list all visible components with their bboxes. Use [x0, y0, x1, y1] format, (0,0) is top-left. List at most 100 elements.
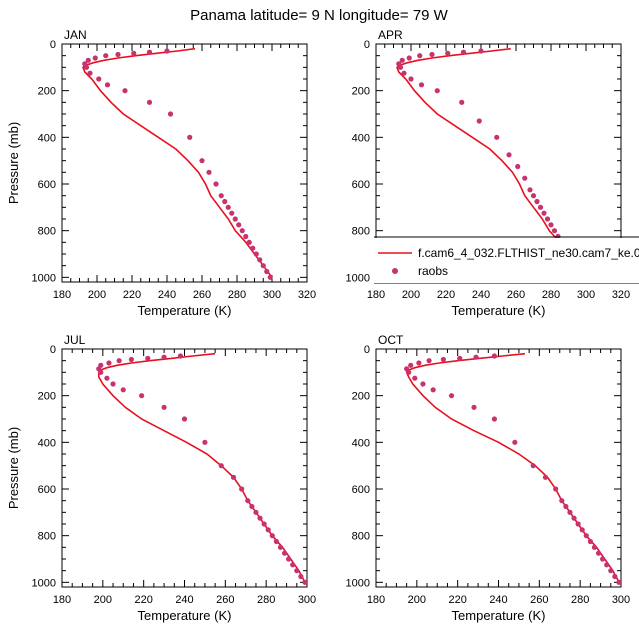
jan-x-tick-label: 280 [228, 289, 246, 301]
jan-raobs-point [246, 239, 252, 245]
oct-x-tick-label: 200 [408, 594, 426, 606]
oct-raobs-point [616, 579, 621, 585]
apr-raobs-point [434, 88, 440, 94]
oct-x-tick-label: 280 [571, 594, 589, 606]
jan-y-tick-label: 600 [38, 179, 56, 191]
oct-raobs-point [591, 544, 598, 550]
apr-raobs-point [399, 57, 405, 63]
apr-y-tick-label: 200 [352, 86, 370, 98]
oct-raobs-point [530, 463, 536, 469]
jul-raobs-point [110, 381, 116, 387]
jul-x-axis-label: Temperature (K) [138, 608, 232, 623]
oct-raobs-point [420, 381, 426, 387]
apr-raobs-point [460, 49, 467, 55]
jul-raobs-point [120, 387, 126, 393]
apr-y-tick-label: 1000 [346, 272, 370, 284]
apr-raobs-point [459, 99, 465, 105]
jan-raobs-point [213, 181, 219, 187]
jan-raobs-point [131, 50, 137, 56]
oct-y-tick-label: 600 [352, 484, 370, 496]
jan-raobs-point [267, 274, 273, 280]
legend-obs-label: raobs [418, 264, 448, 278]
oct-y-tick-label: 800 [352, 531, 370, 543]
apr-raobs-point [401, 70, 407, 76]
apr-raobs-point [530, 193, 537, 199]
jan-raobs-point [225, 204, 231, 210]
jan-x-tick-label: 320 [298, 289, 316, 301]
jul-raobs-point [181, 416, 188, 422]
jul-raobs-point [302, 579, 307, 585]
jul-raobs-point [177, 353, 184, 359]
jul-raobs-point [161, 354, 167, 360]
apr-raobs-point [417, 53, 423, 59]
oct-raobs-point [604, 562, 610, 568]
apr-raobs-point [406, 55, 412, 61]
jan-x-tick-label: 200 [88, 289, 106, 301]
oct-raobs-point [579, 527, 585, 533]
jul-y-tick-label: 1000 [32, 577, 56, 589]
jan-raobs-point [146, 49, 153, 55]
jul-model-line [98, 352, 306, 583]
jul-raobs-point [253, 509, 259, 515]
oct-y-tick-label: 1000 [346, 577, 370, 589]
jan-raobs-point [232, 216, 238, 222]
jan-raobs-point [146, 99, 153, 105]
jan-x-tick-label: 240 [158, 289, 176, 301]
jul-y-tick-label: 0 [50, 344, 56, 356]
jan-raobs-point [122, 88, 128, 94]
jul-raobs-point [239, 486, 245, 492]
oct-raobs-point [612, 573, 618, 580]
oct-raobs-point [587, 538, 593, 545]
figure-title: Panama latitude= 9 N longitude= 79 W [190, 7, 449, 24]
apr-raobs-point [537, 204, 544, 210]
apr-raobs-point [548, 222, 554, 228]
jul-x-tick-label: 240 [175, 594, 193, 606]
jul-panel-label: JUL [64, 333, 86, 347]
oct-raobs-point [426, 358, 432, 364]
jan-raobs-point [96, 76, 102, 82]
jul-y-tick-label: 600 [38, 484, 56, 496]
jul-raobs-point [245, 498, 251, 504]
apr-y-tick-label: 400 [352, 132, 370, 144]
jan-raobs-point [92, 55, 98, 61]
oct-raobs-point [571, 515, 577, 521]
oct-panel: 180 200 220 240 260 280 300 0 200 400 600 800 1000 OC… [346, 333, 631, 623]
jul-x-tick-label: 280 [257, 594, 275, 606]
apr-raobs-point [476, 118, 482, 124]
oct-raobs-point [404, 366, 410, 372]
jan-panel: 180 200 220 240 260 280 300 320 0 200 400 600 800 100… [6, 28, 316, 318]
oct-raobs-point [491, 353, 498, 359]
oct-x-axis-label: Temperature (K) [452, 608, 546, 623]
jul-raobs-point [257, 515, 263, 521]
jan-raobs-point [260, 263, 266, 269]
apr-raobs-point [534, 198, 540, 205]
jan-raobs-point [82, 61, 88, 67]
oct-raobs-point [491, 416, 498, 422]
oct-model-line [405, 352, 620, 583]
jan-raobs-point [187, 134, 193, 140]
apr-raobs-point [478, 48, 484, 54]
jan-x-tick-label: 180 [53, 289, 71, 301]
apr-x-tick-label: 260 [507, 289, 525, 301]
oct-raobs-point [473, 354, 479, 360]
oct-raobs-point [583, 533, 589, 539]
apr-raobs-point [522, 175, 528, 181]
jan-raobs-point [218, 193, 224, 199]
jul-raobs-point [277, 544, 284, 550]
apr-raobs-point [408, 76, 414, 82]
jul-raobs-point [139, 393, 145, 399]
jan-raobs-point [222, 198, 228, 205]
apr-raobs-point [515, 163, 521, 170]
apr-x-tick-label: 220 [437, 289, 455, 301]
oct-raobs-point [595, 550, 602, 556]
jul-y-tick-label: 800 [38, 531, 56, 543]
jul-raobs-point [145, 355, 151, 361]
jan-x-tick-label: 220 [123, 289, 141, 301]
jul-panel: 180 200 220 240 260 280 300 0 200 400 600 800 1000 JU… [6, 333, 316, 623]
oct-raobs-point [553, 486, 559, 492]
oct-panel-label: OCT [378, 333, 404, 347]
jan-y-tick-label: 400 [38, 132, 56, 144]
jan-y-axis-label: Pressure (mb) [6, 122, 21, 204]
oct-x-tick-label: 260 [530, 594, 548, 606]
jan-raobs-point [115, 51, 121, 58]
